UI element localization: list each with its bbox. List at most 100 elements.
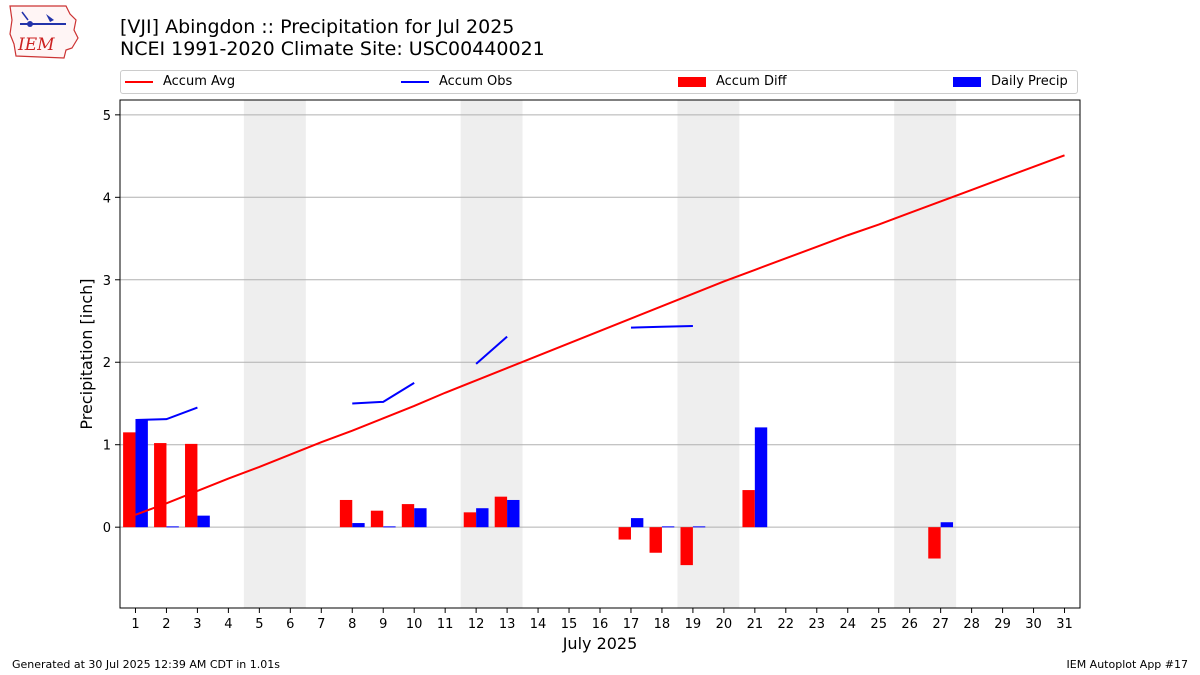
bar-daily-precip	[630, 518, 644, 528]
bar-daily-precip	[352, 523, 365, 528]
footer-generated: Generated at 30 Jul 2025 12:39 AM CDT in…	[12, 658, 280, 671]
legend-item-daily-precip: Daily Precip	[953, 74, 1068, 90]
chart-title: [VJI] Abingdon :: Precipitation for Jul …	[120, 16, 545, 60]
x-tick-label: 3	[193, 617, 201, 632]
lines	[135, 154, 1065, 516]
bar-accum-diff	[123, 432, 136, 528]
bar-accum-diff	[463, 512, 477, 528]
x-tick-label: 10	[406, 617, 423, 632]
legend-swatch-accum-diff	[678, 76, 706, 87]
bar-accum-diff	[618, 527, 631, 540]
bar-daily-precip	[135, 419, 148, 528]
bar-accum-diff	[185, 443, 198, 528]
bar-daily-precip	[940, 522, 954, 528]
x-tick-label: 22	[778, 617, 795, 632]
legend-label: Accum Diff	[716, 74, 787, 89]
x-tick-label: 5	[255, 617, 263, 632]
legend-item-accum-diff: Accum Diff	[678, 74, 787, 90]
y-tick-label: 0	[103, 521, 111, 536]
bar-daily-precip	[383, 526, 396, 528]
x-axis-label: July 2025	[562, 634, 638, 653]
bar-accum-diff	[742, 490, 755, 528]
x-tick-label: 15	[561, 617, 578, 632]
legend-label: Accum Obs	[439, 74, 513, 89]
bar-accum-diff	[154, 443, 167, 528]
footer-app-id: IEM Autoplot App #17	[1066, 658, 1189, 671]
x-tick-label: 17	[623, 617, 640, 632]
legend-item-accum-obs: Accum Obs	[401, 74, 512, 90]
legend-swatch-accum-avg	[125, 80, 153, 83]
x-tick-label: 7	[317, 617, 325, 632]
bar-accum-diff	[494, 496, 508, 528]
x-tick-label: 24	[839, 617, 856, 632]
x-tick-label: 25	[870, 617, 887, 632]
gridlines	[120, 114, 1080, 528]
x-tick-label: 1	[131, 617, 139, 632]
x-tick-label: 14	[530, 617, 547, 632]
axis-ticks: 1 2 3 4 5 6 7 8 9 10 11 12 13 14 15 16 17 18 19 20 21 22 23 24 2…	[103, 109, 1073, 632]
y-tick-label: 5	[103, 109, 111, 124]
x-tick-label: 12	[468, 617, 485, 632]
x-tick-label: 28	[963, 617, 980, 632]
bar-daily-precip	[476, 508, 489, 528]
legend-label: Daily Precip	[991, 74, 1068, 89]
x-tick-label: 16	[592, 617, 609, 632]
y-axis-label: Precipitation [inch]	[77, 278, 96, 429]
line-accum-avg	[135, 154, 1065, 516]
bar-daily-precip	[661, 526, 675, 528]
line-accum-obs	[352, 382, 415, 405]
title-line-2: NCEI 1991-2020 Climate Site: USC00440021	[120, 38, 545, 60]
legend-swatch-accum-obs	[401, 80, 429, 83]
x-tick-label: 29	[994, 617, 1011, 632]
bar-daily-precip	[507, 499, 520, 528]
x-tick-label: 2	[162, 617, 170, 632]
weekend-band	[460, 100, 523, 608]
x-tick-label: 18	[654, 617, 671, 632]
bar-daily-precip	[166, 526, 179, 528]
legend: Accum Avg Accum Obs Accum Diff Daily Pre…	[120, 70, 1078, 94]
x-tick-label: 11	[437, 617, 454, 632]
x-tick-label: 19	[685, 617, 702, 632]
bar-accum-diff	[649, 527, 662, 553]
x-tick-label: 20	[716, 617, 733, 632]
y-tick-label: 4	[103, 191, 111, 206]
x-tick-label: 21	[747, 617, 764, 632]
x-tick-label: 13	[499, 617, 516, 632]
x-tick-label: 26	[901, 617, 918, 632]
x-tick-label: 8	[348, 617, 356, 632]
x-tick-label: 4	[224, 617, 232, 632]
bar-daily-precip	[754, 427, 768, 528]
y-tick-label: 3	[103, 274, 111, 289]
legend-item-accum-avg: Accum Avg	[125, 74, 235, 90]
x-tick-label: 23	[809, 617, 826, 632]
bar-accum-diff	[401, 504, 415, 528]
title-line-1: [VJI] Abingdon :: Precipitation for Jul …	[120, 16, 515, 38]
bar-accum-diff	[370, 510, 384, 528]
x-tick-label: 6	[286, 617, 294, 632]
bar-accum-diff	[928, 527, 941, 559]
bar-accum-diff	[680, 527, 693, 566]
line-accum-obs	[135, 406, 198, 421]
bar-accum-diff	[339, 499, 353, 528]
bar-daily-precip	[692, 526, 706, 528]
y-tick-label: 1	[103, 439, 111, 454]
weekend-band	[894, 100, 957, 608]
legend-swatch-daily-precip	[953, 76, 981, 87]
x-tick-label: 31	[1056, 617, 1073, 632]
bar-daily-precip	[197, 515, 210, 528]
weekend-band	[677, 100, 740, 608]
legend-label: Accum Avg	[163, 74, 236, 89]
line-accum-obs	[630, 324, 693, 329]
y-tick-label: 2	[103, 356, 111, 371]
line-accum-obs	[475, 335, 508, 365]
x-tick-label: 27	[932, 617, 949, 632]
weekend-band	[243, 100, 306, 608]
bars	[123, 419, 954, 566]
iem-logo: IEM	[9, 5, 79, 59]
weekend-shading	[243, 100, 957, 608]
bar-daily-precip	[414, 508, 427, 528]
x-tick-label: 30	[1025, 617, 1042, 632]
x-tick-label: 9	[379, 617, 387, 632]
logo-text: IEM	[17, 35, 55, 55]
